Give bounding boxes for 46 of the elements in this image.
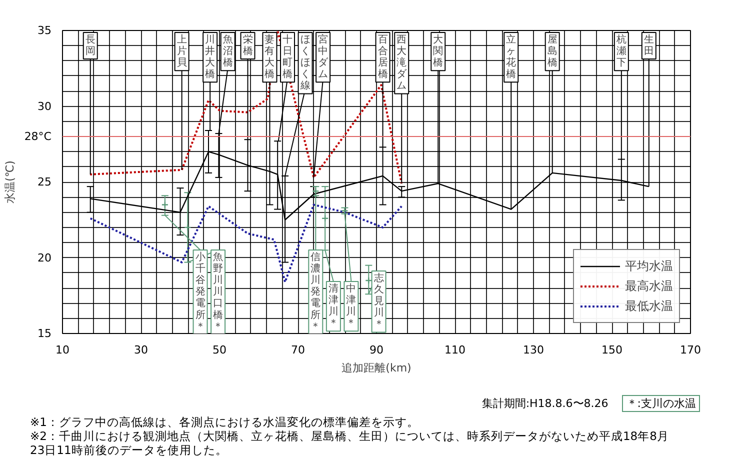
y-tick-label: 20 (38, 251, 52, 264)
y-tick-label: 15 (38, 327, 52, 340)
annotation: 杭瀬下 (615, 34, 626, 69)
annotation: 西大滝ダム (396, 34, 408, 92)
annotation: 上片貝 (176, 34, 187, 69)
annotation: 中津川＊ (346, 282, 356, 330)
annotation: 十日町橋 (282, 34, 293, 80)
x-axis-title: 追加距離(km) (342, 362, 412, 374)
annotation: 魚沼橋 (222, 34, 233, 69)
y-tick-label: 25 (38, 176, 52, 188)
ref-line-label: 28°C (24, 130, 52, 144)
annotation: 大関橋 (433, 34, 444, 69)
x-tick-label: 90 (370, 344, 384, 356)
annotation: 志久見川＊ (374, 272, 384, 330)
x-tick-label: 70 (291, 344, 305, 356)
annotation: 妻有大橋 (264, 34, 275, 80)
annotation: 屋島橋 (547, 34, 558, 69)
x-tick-label: 50 (212, 344, 226, 356)
annotation: 百合居橋 (378, 34, 388, 80)
annotation: 小千谷発電所＊ (195, 251, 206, 332)
text: ※1：グラフ中の高低線は、各測点における水温変化の標準偏差を示す。 (30, 415, 420, 429)
x-tick-label: 10 (56, 344, 70, 356)
x-tick-label: 170 (680, 344, 701, 356)
annotation: 栄橋 (242, 34, 253, 58)
x-tick-label: 130 (523, 344, 544, 356)
y-tick-label: 30 (38, 100, 52, 113)
text: ※2：千曲川における観測地点（大関橋、立ヶ花橋、屋島橋、生田）については、時系列データがないため平成18年8月23日11時前後のデータを使用した。 (30, 429, 670, 457)
annotation: 信濃川発電所＊ (310, 251, 321, 332)
x-tick-label: 30 (134, 344, 148, 356)
annotation: 魚野川川口橋＊ (213, 251, 224, 332)
annotation: 生田 (644, 34, 654, 58)
y-axis-title: 水温(℃) (3, 160, 16, 204)
text: ＊:支川の水温 (622, 395, 700, 412)
annotation: 立ヶ花橋 (506, 34, 516, 80)
legend-label: 最高水温 (625, 278, 673, 294)
text: 集計期間:H18.8.6〜8.26 (482, 397, 608, 410)
y-tick-label: 35 (38, 24, 52, 37)
legend-label: 最低水温 (625, 298, 673, 314)
annotation: ほくほく線 (299, 34, 310, 92)
annotation: 川井大橋 (205, 34, 216, 80)
legend-label: 平均水温 (625, 258, 673, 274)
annotation: 宮中ダム (318, 34, 330, 80)
annotation: 清津川＊ (328, 282, 338, 330)
annotation: 長岡 (85, 34, 96, 58)
x-tick-label: 150 (602, 344, 622, 356)
x-tick-label: 110 (444, 344, 466, 356)
